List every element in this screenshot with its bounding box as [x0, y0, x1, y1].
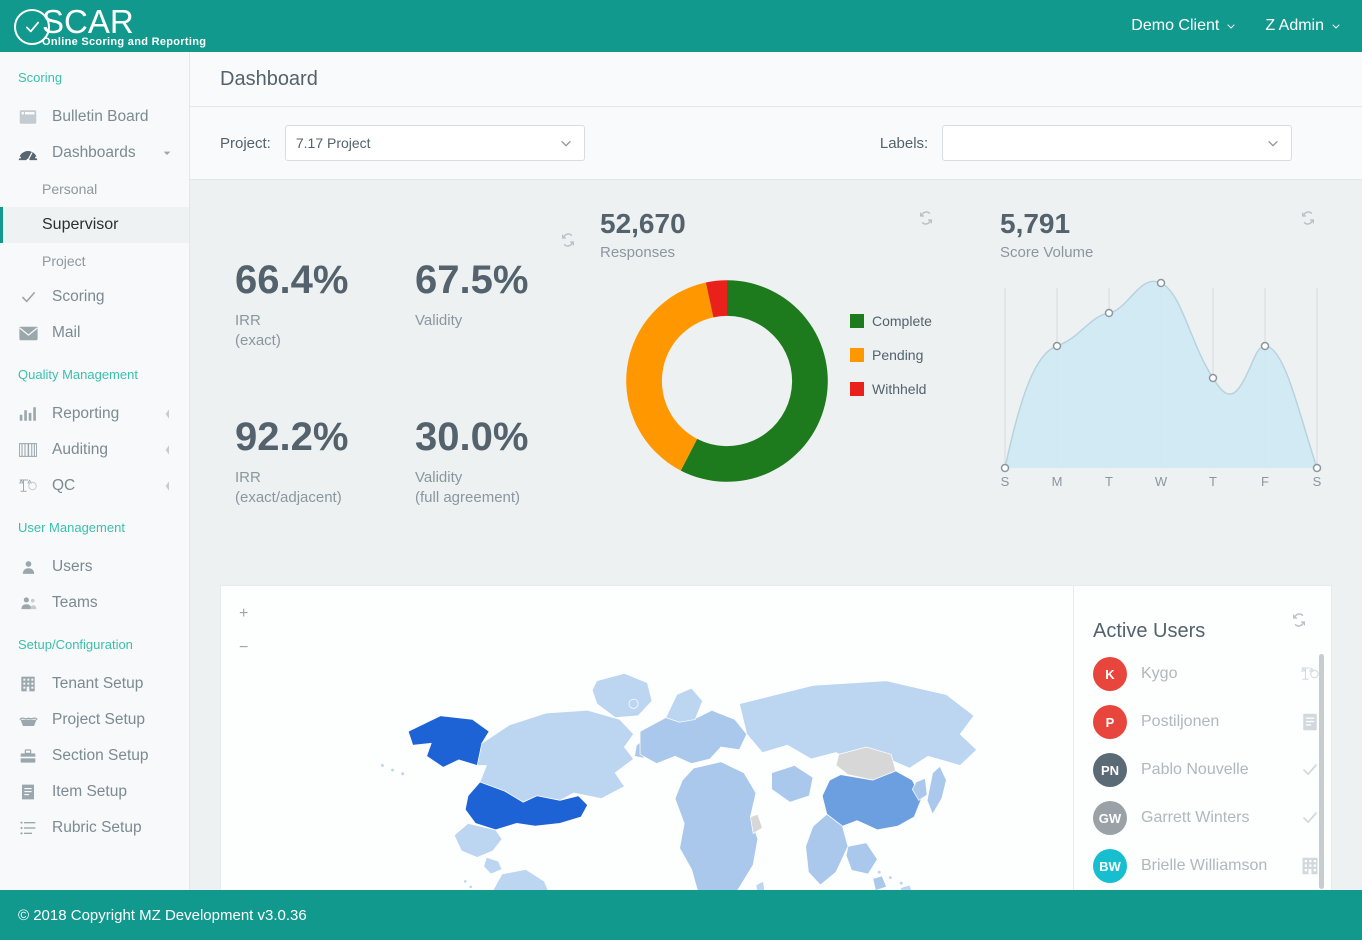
- svg-text:T: T: [1105, 474, 1113, 489]
- svg-text:W: W: [1155, 474, 1168, 489]
- svg-text:S: S: [1313, 474, 1322, 489]
- svg-text:S: S: [1001, 474, 1010, 489]
- svg-text:F: F: [1261, 474, 1269, 489]
- svg-text:T: T: [1209, 474, 1217, 489]
- svg-text:M: M: [1052, 474, 1063, 489]
